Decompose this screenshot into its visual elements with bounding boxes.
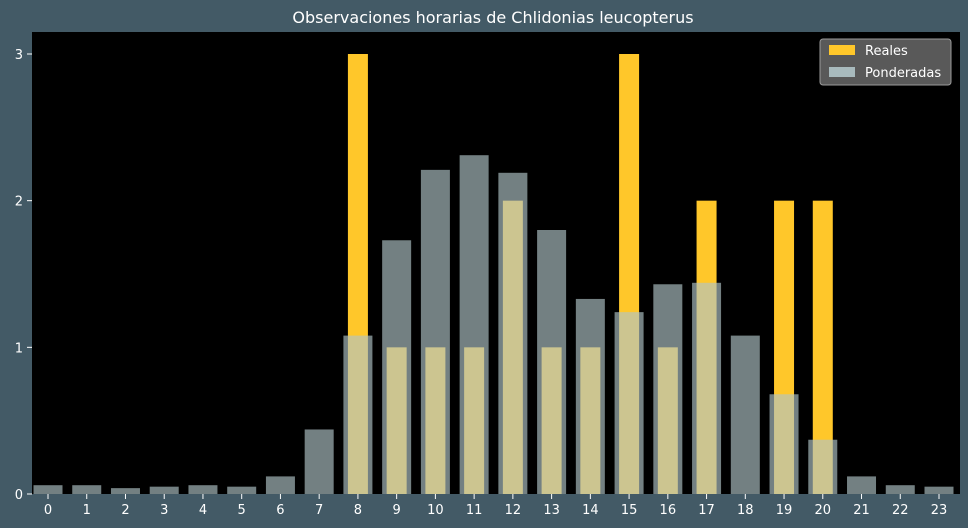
x-tick-label: 14 bbox=[582, 503, 599, 518]
bar-ponderadas-5 bbox=[227, 486, 257, 494]
bar-ponderadas-0 bbox=[33, 485, 63, 494]
bar-ponderadas-3 bbox=[149, 486, 179, 494]
x-tick-label: 6 bbox=[276, 503, 284, 518]
bar-ponderadas-9 bbox=[382, 240, 412, 494]
y-tick-label: 2 bbox=[15, 195, 23, 210]
legend-swatch-ponderadas bbox=[829, 67, 855, 77]
bar-ponderadas-19 bbox=[769, 394, 799, 494]
plot-area bbox=[32, 32, 960, 494]
x-tick-label: 17 bbox=[698, 503, 715, 518]
bar-ponderadas-23 bbox=[924, 486, 954, 494]
x-tick-label: 4 bbox=[199, 503, 207, 518]
x-tick-label: 1 bbox=[83, 503, 91, 518]
bar-ponderadas-6 bbox=[265, 476, 295, 494]
x-tick-label: 22 bbox=[892, 503, 909, 518]
x-tick-label: 11 bbox=[466, 503, 483, 518]
bar-ponderadas-14 bbox=[575, 298, 605, 494]
x-tick-label: 21 bbox=[853, 503, 870, 518]
y-tick-label: 0 bbox=[15, 488, 23, 503]
x-tick-label: 15 bbox=[621, 503, 638, 518]
bar-reales-20 bbox=[812, 200, 833, 494]
x-tick-label: 9 bbox=[393, 503, 401, 518]
bar-ponderadas-17 bbox=[692, 282, 722, 494]
x-tick-label: 19 bbox=[776, 503, 793, 518]
x-tick-label: 23 bbox=[931, 503, 948, 518]
series-ponderadas bbox=[33, 155, 954, 495]
bar-ponderadas-11 bbox=[459, 155, 489, 494]
legend-label-ponderadas: Ponderadas bbox=[865, 66, 941, 81]
x-tick-label: 5 bbox=[238, 503, 246, 518]
bar-ponderadas-2 bbox=[110, 488, 140, 494]
bar-ponderadas-15 bbox=[614, 312, 644, 494]
x-tick-label: 18 bbox=[737, 503, 754, 518]
legend: Reales Ponderadas bbox=[819, 38, 952, 86]
chart-title: Observaciones horarias de Chlidonias leu… bbox=[292, 8, 693, 27]
bar-ponderadas-16 bbox=[653, 284, 683, 494]
x-tick-label: 12 bbox=[505, 503, 522, 518]
bar-ponderadas-1 bbox=[72, 485, 102, 494]
bar-ponderadas-10 bbox=[420, 169, 450, 494]
y-tick-label: 3 bbox=[15, 48, 23, 63]
x-tick-label: 0 bbox=[44, 503, 52, 518]
x-tick-label: 13 bbox=[543, 503, 560, 518]
x-tick-label: 20 bbox=[815, 503, 832, 518]
x-tick-label: 16 bbox=[660, 503, 677, 518]
bar-ponderadas-13 bbox=[537, 230, 567, 494]
y-tick-label: 1 bbox=[15, 341, 23, 356]
bar-ponderadas-7 bbox=[304, 429, 334, 494]
bar-ponderadas-4 bbox=[188, 485, 218, 494]
x-tick-label: 8 bbox=[354, 503, 362, 518]
bar-ponderadas-18 bbox=[730, 335, 760, 494]
bar-ponderadas-21 bbox=[847, 476, 877, 494]
bar-ponderadas-20 bbox=[808, 439, 838, 494]
legend-swatch-reales bbox=[829, 45, 855, 55]
bar-ponderadas-22 bbox=[885, 485, 915, 494]
x-tick-label: 3 bbox=[160, 503, 168, 518]
bar-ponderadas-8 bbox=[343, 335, 373, 494]
x-tick-label: 7 bbox=[315, 503, 323, 518]
x-tick-label: 10 bbox=[427, 503, 444, 518]
bar-ponderadas-12 bbox=[498, 172, 528, 495]
legend-label-reales: Reales bbox=[865, 44, 908, 59]
x-tick-label: 2 bbox=[121, 503, 129, 518]
